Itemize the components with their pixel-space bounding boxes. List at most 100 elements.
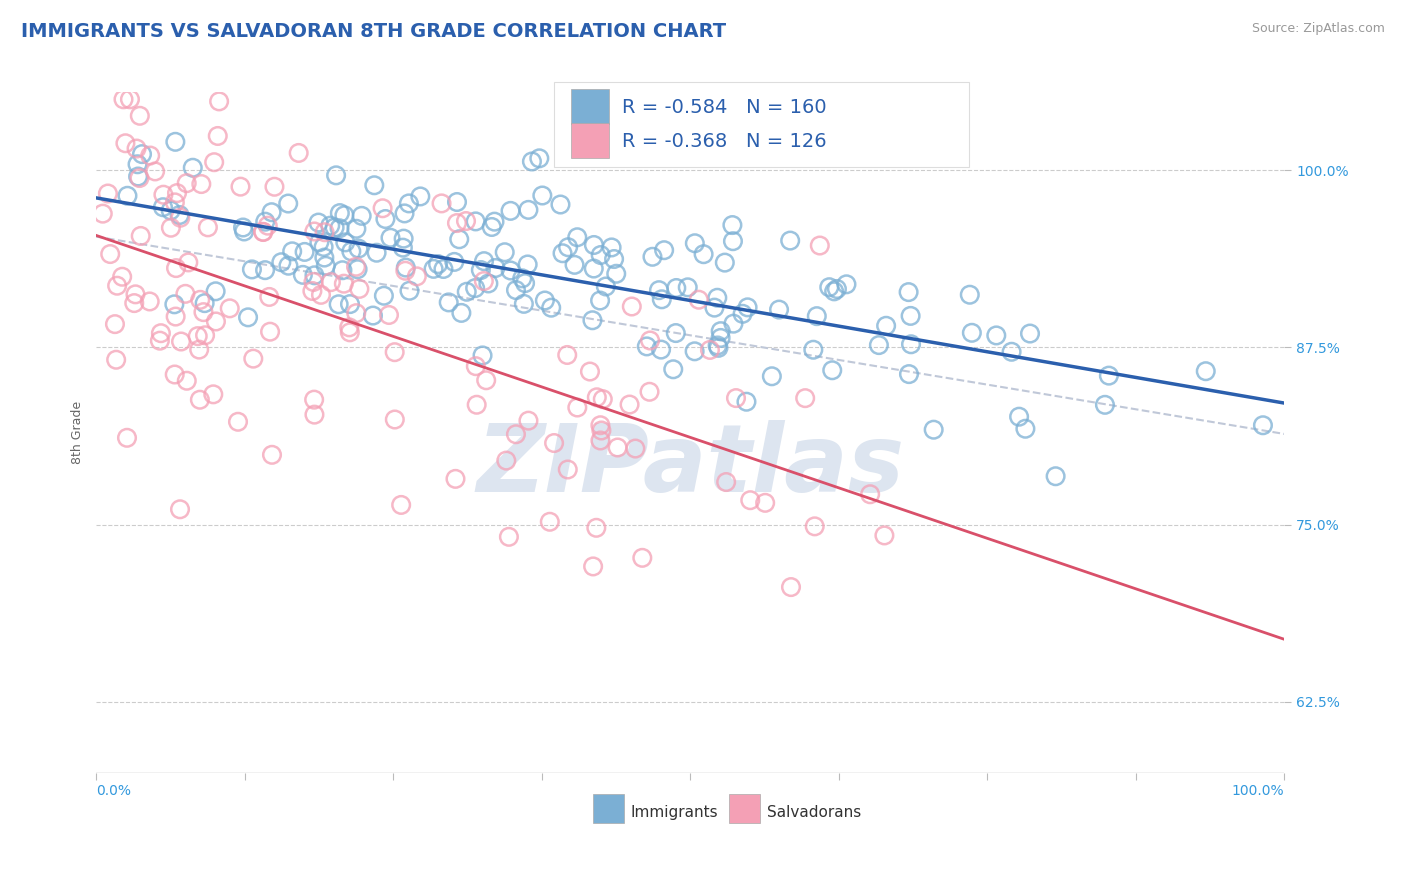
Point	[494, 245, 516, 260]
Point	[91, 207, 114, 221]
Point	[252, 225, 274, 239]
Point	[163, 195, 186, 210]
Point	[540, 301, 562, 315]
Point	[152, 200, 174, 214]
Point	[143, 164, 166, 178]
Point	[127, 169, 149, 184]
Point	[350, 209, 373, 223]
Point	[900, 337, 922, 351]
Point	[128, 109, 150, 123]
Point	[484, 260, 506, 275]
Point	[534, 293, 557, 308]
Point	[256, 219, 278, 233]
Point	[662, 362, 685, 376]
Point	[589, 293, 612, 308]
Point	[308, 216, 330, 230]
Point	[520, 154, 543, 169]
Point	[125, 142, 148, 156]
Point	[589, 418, 612, 433]
Point	[581, 313, 603, 327]
Point	[589, 248, 612, 262]
Point	[159, 203, 181, 218]
Point	[277, 196, 299, 211]
Point	[699, 343, 721, 357]
Point	[398, 284, 420, 298]
Point	[242, 351, 264, 366]
Point	[754, 496, 776, 510]
Point	[302, 392, 325, 407]
Point	[277, 259, 299, 273]
Point	[1251, 418, 1274, 433]
Point	[582, 238, 605, 252]
Point	[723, 317, 745, 331]
Point	[384, 412, 406, 426]
Point	[208, 95, 231, 109]
Point	[149, 326, 172, 341]
Point	[721, 218, 744, 232]
Point	[683, 236, 706, 251]
Point	[454, 214, 477, 228]
Point	[592, 392, 614, 406]
Point	[897, 285, 920, 299]
Point	[538, 515, 561, 529]
Point	[346, 262, 368, 277]
Point	[1019, 326, 1042, 341]
Point	[481, 219, 503, 234]
Point	[475, 373, 498, 387]
Text: R = -0.584   N = 160: R = -0.584 N = 160	[623, 97, 827, 117]
Point	[304, 224, 326, 238]
Point	[207, 128, 229, 143]
Point	[427, 257, 450, 271]
Point	[900, 309, 922, 323]
Point	[380, 231, 402, 245]
FancyBboxPatch shape	[571, 89, 609, 124]
Point	[169, 208, 191, 222]
Point	[333, 277, 356, 291]
Point	[710, 331, 733, 345]
Point	[1098, 368, 1121, 383]
Point	[301, 284, 323, 298]
Point	[922, 423, 945, 437]
Point	[304, 268, 326, 283]
Point	[314, 225, 336, 239]
Point	[495, 453, 517, 467]
Text: ZIPatlas: ZIPatlas	[477, 420, 904, 512]
Point	[374, 212, 396, 227]
Point	[821, 363, 844, 377]
Point	[260, 448, 283, 462]
Text: R = -0.368   N = 126: R = -0.368 N = 126	[623, 132, 827, 151]
Point	[422, 261, 444, 276]
Point	[801, 343, 824, 357]
Point	[240, 262, 263, 277]
Point	[768, 302, 790, 317]
Point	[302, 275, 325, 289]
Point	[543, 436, 565, 450]
Point	[395, 260, 418, 275]
Point	[333, 208, 356, 222]
Point	[823, 285, 845, 299]
Point	[835, 277, 858, 292]
Point	[873, 528, 896, 542]
Point	[510, 271, 533, 285]
Point	[692, 247, 714, 261]
Point	[205, 314, 228, 328]
Point	[117, 188, 139, 202]
Point	[740, 493, 762, 508]
Point	[129, 229, 152, 244]
Point	[808, 238, 831, 252]
Point	[124, 287, 146, 301]
Point	[665, 326, 688, 340]
Point	[605, 267, 627, 281]
Point	[325, 169, 347, 183]
Point	[115, 431, 138, 445]
Point	[229, 179, 252, 194]
Point	[328, 297, 350, 311]
Point	[529, 151, 551, 165]
Point	[676, 280, 699, 294]
Point	[446, 216, 468, 230]
Point	[202, 155, 225, 169]
Point	[97, 186, 120, 201]
Point	[344, 221, 367, 235]
Point	[557, 240, 579, 254]
Point	[875, 318, 897, 333]
